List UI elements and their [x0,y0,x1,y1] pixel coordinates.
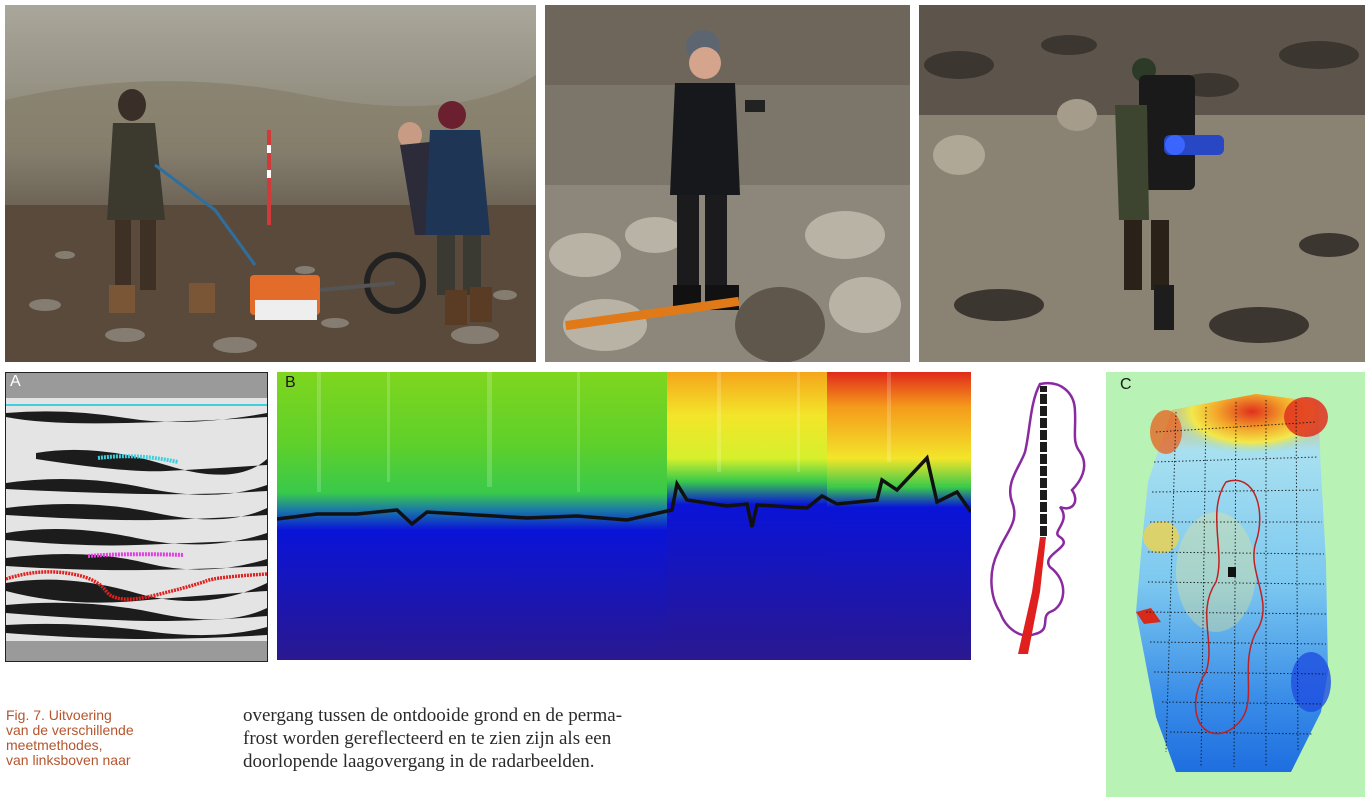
body-line: frost worden gereflecteerd en te zien zi… [243,728,612,749]
panel-label-c: C [1120,376,1132,393]
caption-line: van linksboven naar [6,752,131,768]
caption-line: Uitvoering [48,707,112,723]
track-map-icon [990,381,1086,654]
track-panel [980,372,1098,660]
interpolated-map-icon [1136,394,1331,772]
photo-man-with-probe [545,5,910,362]
caption-line: meetmethodes, [6,737,103,753]
panel-label-b: B [285,374,296,391]
heatmap-icon [277,372,971,660]
panel-label-a: A [10,373,21,390]
caption-line: van de verschillende [6,722,134,738]
radargram-panel [5,372,268,662]
figure-number: Fig. 7. [6,707,45,723]
photo-walker-with-backpack-instrument [919,5,1365,362]
radargram-icon [6,373,267,661]
depth-profile-panel [277,372,971,660]
photo-ground-radar-team [5,5,536,362]
body-paragraph: overgang tussen de ontdooide grond en de… [243,704,863,773]
interpolated-map-panel [1106,372,1365,797]
figure-caption: Fig. 7. Uitvoering van de verschillende … [6,708,206,768]
body-line: overgang tussen de ontdooide grond en de… [243,705,623,726]
body-line: doorlopende laagovergang in de radarbeel… [243,751,595,772]
